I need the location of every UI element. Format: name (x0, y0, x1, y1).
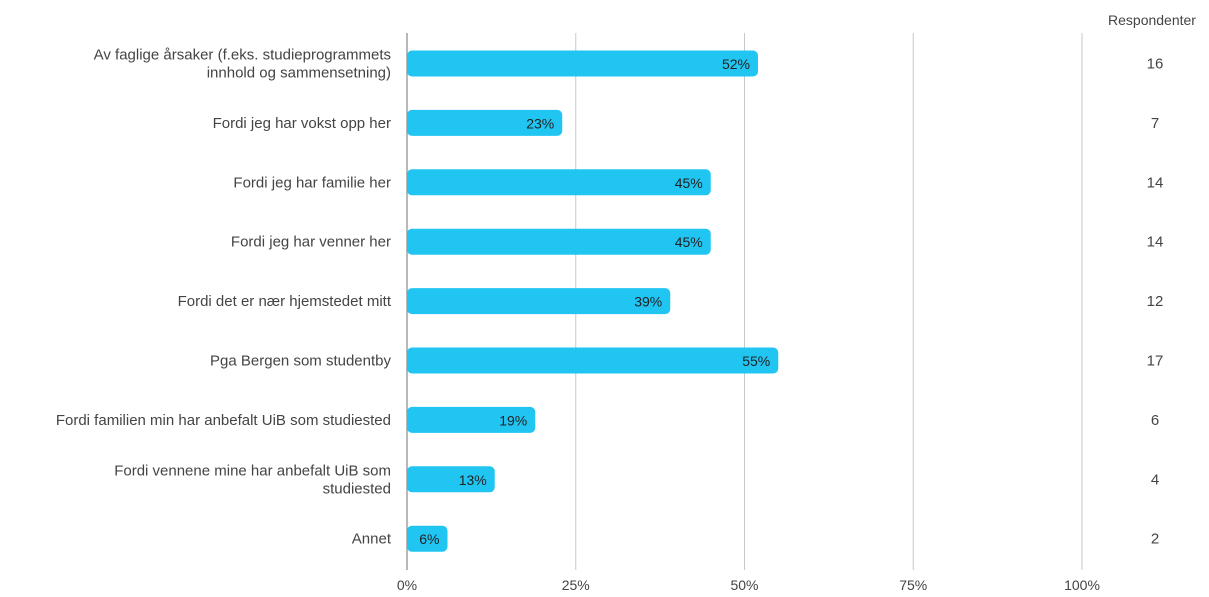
bar-value-label: 55% (742, 353, 770, 369)
category-label: Fordi vennene mine har anbefalt UiB som s… (114, 462, 391, 497)
category-label: Fordi jeg har venner her (231, 234, 391, 251)
category-label-line: Pga Bergen som studentby (210, 353, 391, 370)
category-label: Fordi det er nær hjemstedet mitt (178, 293, 392, 310)
bar (407, 228, 711, 255)
respondents-count: 16 (1147, 56, 1164, 73)
bar-value-label: 52% (722, 56, 750, 72)
respondents-count: 2 (1151, 531, 1159, 548)
bar (407, 347, 779, 374)
bar (407, 169, 711, 196)
x-tick-label: 100% (1064, 577, 1100, 592)
respondents-count: 17 (1147, 353, 1164, 370)
respondents-count: 14 (1147, 174, 1164, 191)
respondents-count: 14 (1147, 234, 1164, 251)
category-label: Pga Bergen som studentby (210, 353, 391, 370)
bar (407, 109, 563, 136)
category-label-line: Fordi det er nær hjemstedet mitt (178, 293, 392, 310)
bar-value-label: 6% (419, 531, 439, 547)
category-label: Fordi jeg har familie her (233, 174, 391, 191)
bar-value-label: 45% (675, 175, 703, 191)
category-label-line: Fordi jeg har venner her (231, 234, 391, 251)
category-label-line: Fordi familien min har anbefalt UiB som … (56, 412, 391, 429)
bar (407, 525, 448, 552)
respondents-count: 6 (1151, 412, 1159, 429)
bar-value-label: 39% (634, 294, 662, 310)
category-label-line: Fordi jeg har familie her (233, 174, 391, 191)
bar-value-label: 19% (499, 412, 527, 428)
category-label-line: Annet (352, 531, 392, 548)
x-tick-label: 50% (730, 577, 758, 592)
respondents-count: 7 (1151, 115, 1159, 132)
category-label: Annet (352, 531, 392, 548)
bar-value-label: 23% (526, 115, 554, 131)
category-label-line: studiested (323, 480, 391, 497)
x-tick-label: 25% (562, 577, 590, 592)
category-label-line: innhold og sammensetning) (207, 65, 391, 82)
x-tick-label: 75% (899, 577, 927, 592)
respondents-header: Respondenter (1108, 12, 1196, 28)
category-label: Av faglige årsaker (f.eks. studieprogram… (94, 47, 391, 82)
category-label-line: Fordi vennene mine har anbefalt UiB som (114, 462, 391, 479)
category-label: Fordi familien min har anbefalt UiB som … (56, 412, 391, 429)
respondents-count: 12 (1147, 293, 1164, 310)
category-label-line: Av faglige årsaker (f.eks. studieprogram… (94, 47, 391, 64)
bar (407, 288, 671, 315)
category-label-line: Fordi jeg har vokst opp her (213, 115, 391, 132)
bar (407, 50, 758, 77)
respondents-count: 4 (1151, 471, 1159, 488)
x-tick-label: 0% (397, 577, 417, 592)
bar (407, 406, 536, 433)
bar-value-label: 13% (459, 472, 487, 488)
bar-value-label: 45% (675, 234, 703, 250)
bar (407, 466, 495, 493)
category-label: Fordi jeg har vokst opp her (213, 115, 391, 132)
